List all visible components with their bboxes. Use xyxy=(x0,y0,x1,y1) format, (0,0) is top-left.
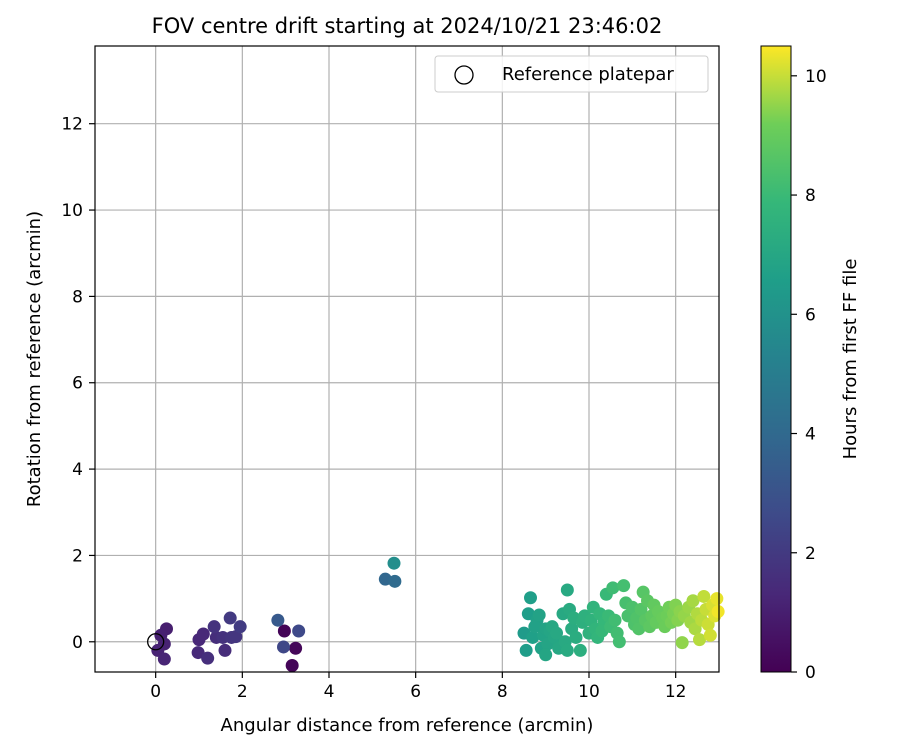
x-tick-label: 8 xyxy=(497,682,508,702)
scatter-point xyxy=(218,643,232,657)
y-tick-label: 10 xyxy=(61,201,83,221)
scatter-point xyxy=(292,624,306,638)
scatter-point xyxy=(612,635,626,649)
scatter-point xyxy=(201,651,215,665)
scatter-point xyxy=(697,589,711,603)
x-tick-label: 12 xyxy=(665,682,687,702)
scatter-point xyxy=(711,605,725,619)
scatter-point xyxy=(271,613,285,627)
y-tick-label: 6 xyxy=(72,374,83,394)
legend-marker xyxy=(454,65,474,85)
scatter-point xyxy=(285,659,299,673)
scatter-point xyxy=(539,648,553,662)
scatter-point xyxy=(519,643,533,657)
plot-area-frame xyxy=(94,45,720,673)
legend: Reference platepar xyxy=(434,55,709,93)
y-tick-label: 0 xyxy=(72,633,83,653)
y-tick-label: 4 xyxy=(72,460,83,480)
scatter-point xyxy=(710,592,724,606)
colorbar-ticks: 0 2 4 6 8 10 xyxy=(791,67,827,683)
colorbar-tick-label: 4 xyxy=(805,425,816,445)
scatter-point xyxy=(675,636,689,650)
scatter-point xyxy=(528,620,542,634)
colorbar-tick-label: 6 xyxy=(805,305,816,325)
scatter-point xyxy=(388,574,402,588)
x-axis-label: Angular distance from reference (arcmin) xyxy=(221,715,594,736)
x-tick-label: 0 xyxy=(150,682,161,702)
legend-entry-reference-platepar: Reference platepar xyxy=(502,64,674,85)
scatter-point xyxy=(277,624,291,638)
scatter-points xyxy=(151,556,725,673)
scatter-point xyxy=(196,627,210,641)
scatter-point xyxy=(207,620,221,634)
x-axis-ticks: 0 2 4 6 8 10 12 xyxy=(150,672,686,702)
x-tick-label: 10 xyxy=(578,682,600,702)
scatter-point xyxy=(560,643,574,657)
scatter-point xyxy=(532,608,546,622)
scatter-point xyxy=(524,591,537,605)
chart-title: FOV centre drift starting at 2024/10/21 … xyxy=(152,14,663,38)
reference-point xyxy=(147,633,165,651)
colorbar-tick-label: 10 xyxy=(805,67,827,87)
scatter-point xyxy=(157,652,171,666)
colorbar-label: Hours from first FF file xyxy=(840,259,861,460)
scatter-point xyxy=(703,628,717,642)
x-tick-label: 4 xyxy=(324,682,335,702)
colorbar-tick-label: 0 xyxy=(805,663,816,683)
x-tick-label: 2 xyxy=(237,682,248,702)
scatter-point xyxy=(387,556,401,570)
scatter-point xyxy=(569,630,583,644)
scatter-point xyxy=(223,611,237,625)
scatter-point xyxy=(526,630,540,644)
y-axis-ticks: 0 2 4 6 8 10 12 xyxy=(61,115,95,653)
y-tick-label: 2 xyxy=(72,546,83,566)
scatter-point xyxy=(608,613,622,627)
colorbar-tick-label: 2 xyxy=(805,544,816,564)
scatter-point xyxy=(289,641,303,655)
y-axis-label: Rotation from reference (arcmin) xyxy=(24,211,45,507)
colorbar xyxy=(760,45,792,673)
scatter-point xyxy=(686,594,700,608)
scatter-point xyxy=(550,626,563,640)
y-tick-label: 12 xyxy=(61,115,83,135)
scatter-point xyxy=(573,643,587,657)
scatter-point xyxy=(617,579,631,593)
x-tick-label: 6 xyxy=(410,682,421,702)
scatter-point xyxy=(191,646,205,660)
colorbar-tick-label: 8 xyxy=(805,186,816,206)
y-tick-label: 8 xyxy=(72,287,83,307)
scatter-point xyxy=(693,633,706,647)
legend-box xyxy=(434,55,709,93)
scatter-point xyxy=(277,640,290,654)
scatter-point xyxy=(233,620,247,634)
scatter-point xyxy=(229,630,243,644)
scatter-point xyxy=(560,583,574,597)
scatter-point xyxy=(606,581,620,595)
